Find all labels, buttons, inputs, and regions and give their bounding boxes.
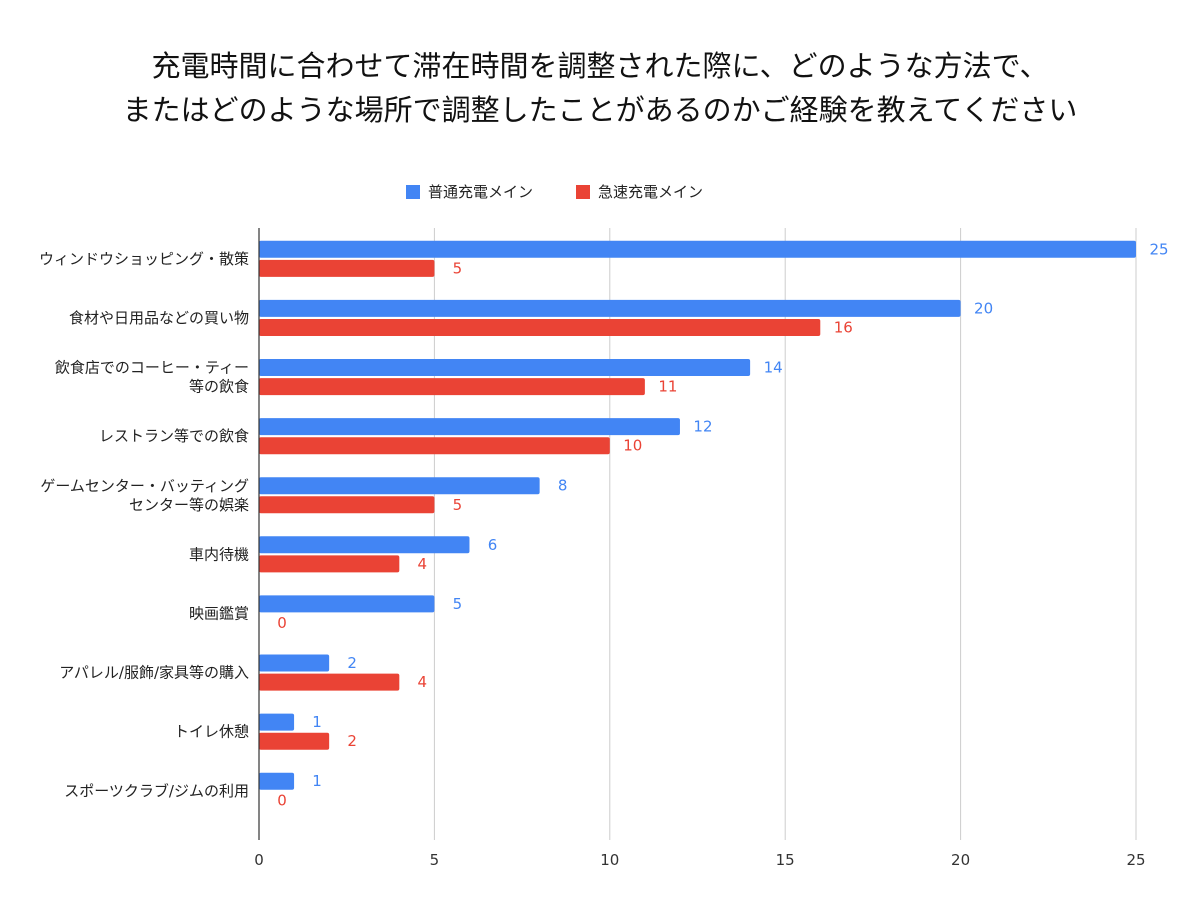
bar xyxy=(259,732,330,750)
data-label: 4 xyxy=(418,555,428,573)
x-tick-label: 15 xyxy=(776,851,795,869)
x-tick-label: 20 xyxy=(951,851,970,869)
category-label: 食材や日用品などの買い物 xyxy=(69,309,249,327)
data-label: 10 xyxy=(623,437,642,455)
bar xyxy=(259,595,435,613)
bar xyxy=(259,437,610,455)
category-label: 映画鑑賞 xyxy=(189,604,249,622)
bar xyxy=(259,772,295,790)
chart-title: 充電時間に合わせて滞在時間を調整された際に、どのような方法で、 またはどのような… xyxy=(0,44,1200,132)
x-tick-label: 10 xyxy=(600,851,619,869)
data-label: 12 xyxy=(693,418,712,436)
bar xyxy=(259,536,470,554)
category-label: ゲームセンター・バッティング xyxy=(40,477,249,495)
data-label: 1 xyxy=(312,713,322,731)
data-label: 5 xyxy=(453,259,463,277)
data-label: 2 xyxy=(347,654,357,672)
category-label: レストラン等での飲食 xyxy=(99,427,249,445)
legend-swatch xyxy=(406,185,420,199)
data-label: 4 xyxy=(418,673,428,691)
bar xyxy=(259,240,1136,258)
legend-label: 急速充電メイン xyxy=(598,183,703,201)
chart-title-line-2: またはどのような場所で調整したことがあるのかご経験を教えてください xyxy=(122,93,1078,127)
category-label: ウィンドウショッピング・散策 xyxy=(39,250,249,268)
data-label: 5 xyxy=(453,595,463,613)
data-label: 14 xyxy=(764,359,783,377)
bar xyxy=(259,654,330,672)
category-label: 等の飲食 xyxy=(189,378,249,396)
data-label: 8 xyxy=(558,477,568,495)
bar xyxy=(259,673,400,691)
category-label: トイレ休憩 xyxy=(174,723,249,741)
bar xyxy=(259,359,751,376)
bar xyxy=(259,477,540,495)
bar xyxy=(259,259,435,277)
data-label: 11 xyxy=(658,378,677,396)
data-label: 25 xyxy=(1149,240,1168,258)
legend-label: 普通充電メイン xyxy=(428,183,533,201)
data-label: 0 xyxy=(277,614,287,632)
bar xyxy=(259,319,821,336)
data-label: 0 xyxy=(277,791,287,809)
bar xyxy=(259,418,680,436)
category-label: アパレル/服飾/家具等の購入 xyxy=(59,664,249,682)
data-label: 16 xyxy=(834,319,853,337)
category-label: 飲食店でのコーヒー・ティー xyxy=(55,359,249,377)
x-tick-label: 0 xyxy=(254,851,264,869)
bar xyxy=(259,299,961,317)
bar xyxy=(259,496,435,514)
data-label: 2 xyxy=(347,732,357,750)
category-label: スポーツクラブ/ジムの利用 xyxy=(64,782,249,800)
category-label: 車内待機 xyxy=(189,545,249,563)
data-label: 6 xyxy=(488,536,498,554)
bar xyxy=(259,378,645,396)
bar xyxy=(259,555,400,573)
legend-swatch xyxy=(576,185,590,199)
data-label: 5 xyxy=(453,496,463,514)
x-tick-label: 5 xyxy=(430,851,440,869)
category-label: センター等の娯楽 xyxy=(129,496,249,514)
bar xyxy=(259,713,295,731)
x-tick-label: 25 xyxy=(1126,851,1145,869)
data-label: 20 xyxy=(974,299,993,317)
data-label: 1 xyxy=(312,772,322,790)
chart-title-line-1: 充電時間に合わせて滞在時間を調整された際に、どのような方法で、 xyxy=(151,49,1049,83)
